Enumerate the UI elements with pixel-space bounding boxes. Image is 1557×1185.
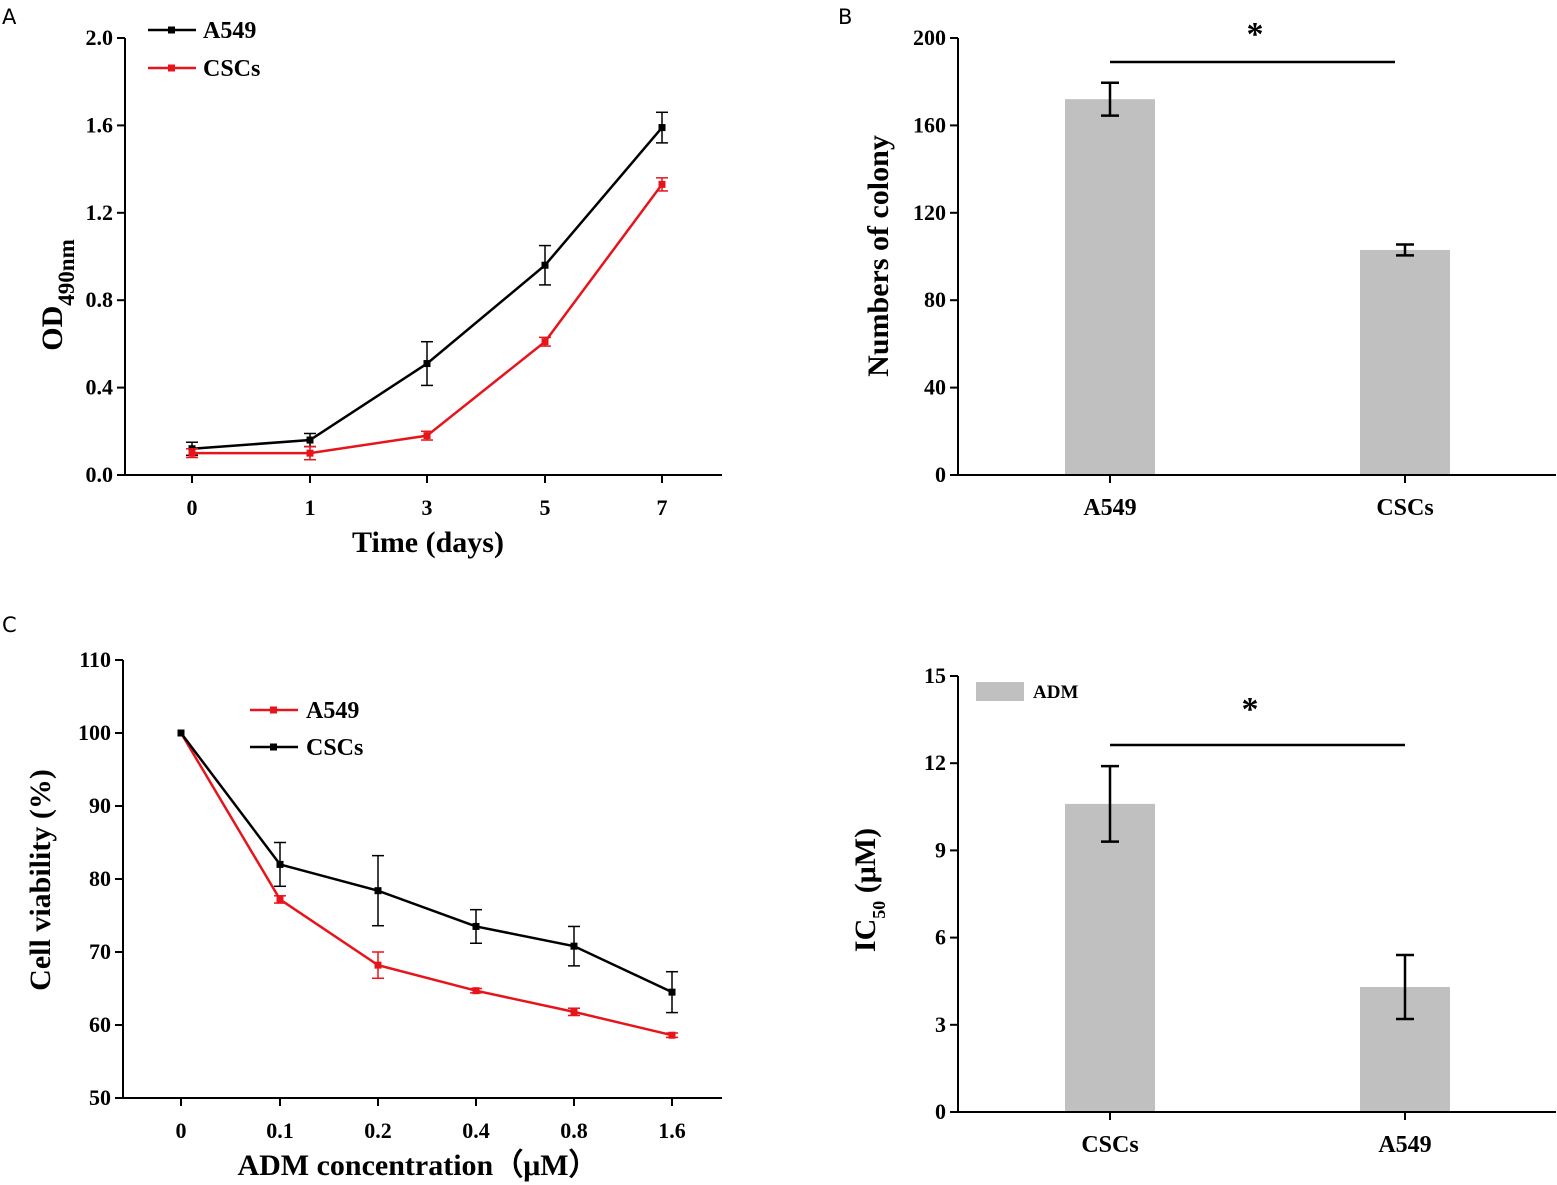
ic50-x-tick-label: A549 bbox=[1378, 1132, 1431, 1158]
colony-x-tick-label: CSCs bbox=[1376, 495, 1433, 521]
viability-data-point-a549 bbox=[668, 1031, 676, 1039]
viability-y-tick-label: 90 bbox=[89, 793, 111, 818]
viability-data-point-cscs bbox=[276, 860, 284, 868]
viability-x-tick-label: 0.4 bbox=[462, 1118, 490, 1143]
growth-y-tick-label: 1.2 bbox=[86, 200, 114, 225]
colony-y-tick-label: 120 bbox=[913, 200, 946, 225]
growth-data-point-a549 bbox=[423, 360, 431, 368]
viability-y-tick-label: 80 bbox=[89, 866, 111, 891]
colony-bar-a549 bbox=[1065, 99, 1155, 476]
growth-series-line-a549 bbox=[191, 126, 663, 451]
viability-y-axis-title: Cell viability (%) bbox=[24, 769, 57, 991]
viability-data-point-cscs bbox=[177, 729, 185, 737]
growth-data-point-a549 bbox=[541, 261, 549, 269]
colony-y-tick-label: 0 bbox=[935, 462, 946, 487]
legend-marker-cscs bbox=[168, 64, 175, 72]
growth-series-line-cscs bbox=[192, 183, 664, 455]
colony-bar-chart: Numbers of colony * 0 40 80 120 160 200 A549 CS… bbox=[862, 16, 1556, 521]
growth-y-tick-label: 0.0 bbox=[86, 462, 114, 487]
growth-y-tick-label: 2.0 bbox=[86, 25, 114, 50]
viability-x-tick-label: 0 bbox=[176, 1118, 187, 1143]
panel-label-c: C bbox=[2, 613, 17, 637]
legend-label-cscs: CSCs bbox=[203, 56, 260, 82]
growth-x-tick-label: 5 bbox=[540, 495, 551, 520]
viability-x-axis-title: ADM concentration（μM） bbox=[237, 1148, 598, 1182]
growth-data-point-cscs bbox=[188, 449, 196, 457]
ic50-legend-swatch bbox=[976, 682, 1024, 701]
growth-x-tick-label: 7 bbox=[657, 495, 668, 520]
viability-x-tick-label: 1.6 bbox=[658, 1118, 686, 1143]
growth-data-point-cscs bbox=[541, 338, 549, 346]
viability-data-point-a549 bbox=[472, 987, 480, 995]
ic50-x-tick-label: CSCs bbox=[1081, 1132, 1138, 1158]
colony-x-tick-label: A549 bbox=[1083, 495, 1136, 521]
ic50-y-axis-title: IC50 (μM) bbox=[849, 828, 889, 952]
viability-data-point-a549 bbox=[276, 895, 284, 903]
ic50-bar-chart: IC50 (μM) * 0 3 6 9 12 15 CSCs A549 ADM bbox=[849, 663, 1556, 1158]
viability-data-point-cscs bbox=[374, 887, 382, 895]
ic50-significance-star: * bbox=[1242, 691, 1259, 728]
ic50-y-tick-label: 15 bbox=[924, 663, 946, 688]
growth-y-tick-label: 0.4 bbox=[86, 375, 114, 400]
colony-y-tick-label: 200 bbox=[913, 25, 946, 50]
viability-data-point-a549 bbox=[570, 1008, 578, 1016]
growth-x-axis-title: Time (days) bbox=[352, 526, 504, 559]
colony-y-tick-label: 40 bbox=[924, 375, 946, 400]
colony-y-tick-label: 160 bbox=[913, 112, 946, 137]
ic50-bar-cscs bbox=[1065, 803, 1155, 1112]
viability-series-line-a549 bbox=[179, 732, 673, 1037]
viability-data-point-a549 bbox=[374, 961, 382, 969]
viability-x-tick-label: 0.8 bbox=[560, 1118, 588, 1143]
growth-curve-chart: OD490nm Time (days) 0.0 0.4 0.8 1.2 1.6 2.0 0 1… bbox=[36, 18, 722, 559]
growth-y-tick-label: 1.6 bbox=[86, 112, 114, 137]
legend-marker-a549 bbox=[168, 26, 175, 34]
viability-y-tick-label: 100 bbox=[78, 720, 111, 745]
growth-data-point-cscs bbox=[306, 449, 314, 457]
viability-x-tick-label: 0.1 bbox=[266, 1118, 294, 1143]
viability-y-tick-label: 70 bbox=[89, 939, 111, 964]
colony-y-tick-label: 80 bbox=[924, 287, 946, 312]
growth-y-axis-title: OD490nm bbox=[36, 239, 79, 350]
viability-y-tick-label: 110 bbox=[79, 647, 111, 672]
panel-label-b: B bbox=[838, 5, 852, 29]
legend-marker-a549 bbox=[270, 706, 277, 714]
growth-x-tick-label: 1 bbox=[305, 495, 316, 520]
viability-x-tick-label: 0.2 bbox=[364, 1118, 392, 1143]
viability-data-point-cscs bbox=[472, 922, 480, 930]
ic50-y-tick-label: 6 bbox=[935, 925, 946, 950]
viability-data-point-cscs bbox=[570, 942, 578, 950]
colony-y-axis-title: Numbers of colony bbox=[862, 135, 895, 377]
legend-label-cscs: CSCs bbox=[306, 735, 363, 761]
legend-marker-cscs bbox=[270, 743, 277, 751]
legend-label-a549: A549 bbox=[203, 18, 256, 44]
viability-curve-chart: Cell viability (%) ADM concentration（μM）… bbox=[24, 647, 722, 1182]
ic50-y-tick-label: 3 bbox=[935, 1012, 946, 1037]
viability-series-line-cscs bbox=[180, 732, 673, 994]
viability-data-point-cscs bbox=[668, 988, 676, 996]
ic50-y-tick-label: 9 bbox=[935, 837, 946, 862]
ic50-y-tick-label: 12 bbox=[924, 750, 946, 775]
growth-data-point-cscs bbox=[423, 432, 431, 440]
viability-y-tick-label: 60 bbox=[89, 1012, 111, 1037]
colony-bar-cscs bbox=[1360, 249, 1450, 475]
growth-x-tick-label: 0 bbox=[187, 495, 198, 520]
growth-data-point-a549 bbox=[658, 124, 666, 132]
growth-data-point-a549 bbox=[306, 436, 314, 444]
growth-y-tick-label: 0.8 bbox=[86, 287, 114, 312]
growth-data-point-cscs bbox=[658, 180, 666, 188]
legend-label-a549: A549 bbox=[306, 698, 359, 724]
ic50-y-tick-label: 0 bbox=[935, 1099, 946, 1124]
viability-y-tick-label: 50 bbox=[89, 1085, 111, 1110]
panel-label-a: A bbox=[2, 5, 17, 29]
growth-x-tick-label: 3 bbox=[422, 495, 433, 520]
colony-significance-star: * bbox=[1247, 16, 1264, 53]
ic50-legend-label: ADM bbox=[1033, 682, 1078, 703]
